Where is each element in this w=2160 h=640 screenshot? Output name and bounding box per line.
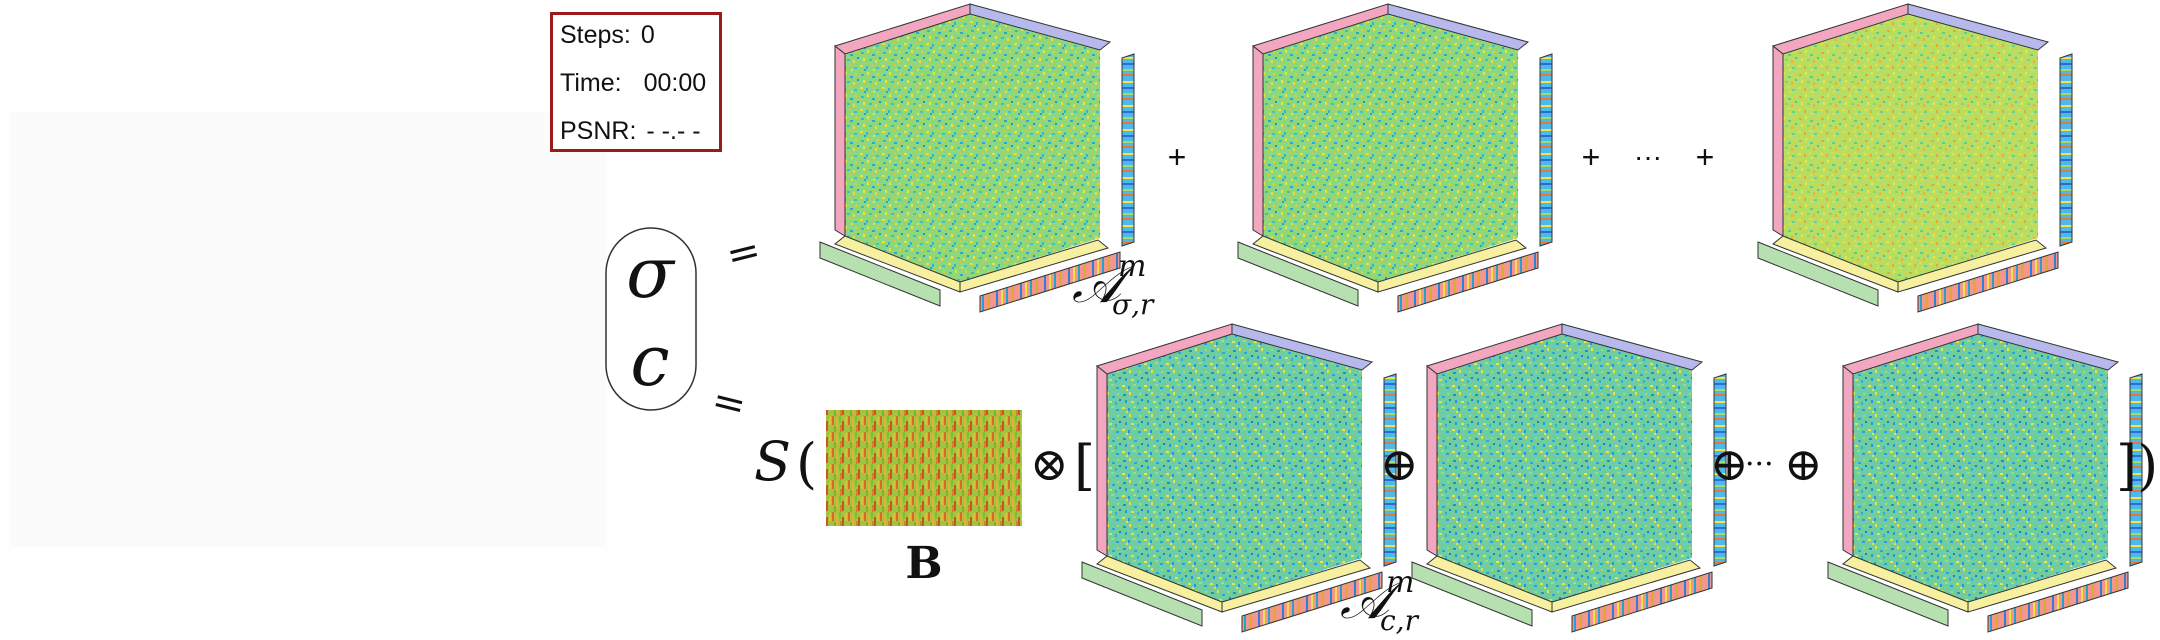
sigma-c-bracket <box>605 227 697 411</box>
time-label: Time: <box>560 69 622 97</box>
color-cube-3 <box>1827 323 2143 633</box>
color-cube-1 <box>1081 323 1397 633</box>
psnr-value: - -.- - <box>646 117 701 145</box>
steps-row: Steps: 0 <box>560 21 655 50</box>
a-sigma-sup: m <box>1118 249 1146 284</box>
plus-1: + <box>1168 139 1187 175</box>
time-row: Time: 00:00 <box>560 69 706 98</box>
psnr-label: PSNR: <box>560 117 637 145</box>
steps-value: 0 <box>640 21 655 49</box>
sigma-cube-3 <box>1757 3 2073 313</box>
plus-2: + <box>1582 139 1601 175</box>
psnr-row: PSNR: - -.- - <box>560 117 701 146</box>
oplus-1: ⊕ <box>1380 437 1419 491</box>
sigma-cube-1 <box>819 3 1135 313</box>
steps-label: Steps: <box>560 21 631 49</box>
open-bracket: [ <box>1074 434 1095 497</box>
a-c-sup: m <box>1386 565 1414 600</box>
s-function: S <box>754 430 791 493</box>
blank-render-panel <box>10 112 606 547</box>
sigma-symbol: σ <box>626 232 676 314</box>
equals-sigma: = <box>722 227 766 280</box>
equals-c: = <box>707 377 751 430</box>
basis-label-b: B <box>905 538 942 589</box>
time-value: 00:00 <box>643 69 707 97</box>
ellipsis-1: ··· <box>1634 141 1662 172</box>
basis-texture-b <box>826 410 1022 526</box>
plus-3: + <box>1696 139 1715 175</box>
oplus-3: ⊕ <box>1784 437 1823 491</box>
a-sigma-sub: σ,r <box>1112 288 1155 321</box>
c-symbol: c <box>630 320 669 402</box>
ellipsis-2: ··· <box>1745 447 1774 482</box>
sigma-cube-2 <box>1237 3 1553 313</box>
a-c-sub: c,r <box>1380 604 1420 637</box>
close-bracket-paren: ]) <box>2116 434 2158 497</box>
oplus-2: ⊕ <box>1710 437 1749 491</box>
color-cube-2 <box>1411 323 1727 633</box>
open-paren: ( <box>796 432 817 495</box>
otimes-symbol: ⊗ <box>1030 437 1069 491</box>
training-stats-box: Steps: 0 Time: 00:00 PSNR: - -.- - <box>550 12 722 152</box>
